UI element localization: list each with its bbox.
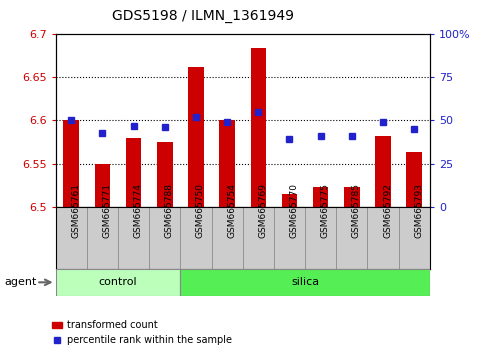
Text: GSM665792: GSM665792 xyxy=(383,183,392,238)
Text: GSM665754: GSM665754 xyxy=(227,183,236,238)
Text: GSM665769: GSM665769 xyxy=(258,183,267,238)
Text: GSM665793: GSM665793 xyxy=(414,183,423,238)
Bar xyxy=(242,207,274,269)
Bar xyxy=(398,207,430,269)
Bar xyxy=(219,120,235,207)
Bar xyxy=(212,207,242,269)
Bar xyxy=(188,67,204,207)
Legend: transformed count, percentile rank within the sample: transformed count, percentile rank withi… xyxy=(48,316,236,349)
Bar xyxy=(126,138,142,207)
Bar xyxy=(118,207,149,269)
Bar xyxy=(305,207,336,269)
Text: GSM665761: GSM665761 xyxy=(71,183,80,238)
Text: control: control xyxy=(99,277,137,287)
Bar xyxy=(336,207,368,269)
Bar xyxy=(180,269,430,296)
Bar xyxy=(313,187,328,207)
Bar xyxy=(56,207,87,269)
Bar xyxy=(149,207,180,269)
Bar xyxy=(180,207,212,269)
Text: silica: silica xyxy=(291,277,319,287)
Bar xyxy=(375,136,391,207)
Bar xyxy=(251,48,266,207)
Bar xyxy=(368,207,398,269)
Bar xyxy=(407,153,422,207)
Bar xyxy=(157,142,172,207)
Bar xyxy=(282,194,298,207)
Bar xyxy=(274,207,305,269)
Text: GSM665774: GSM665774 xyxy=(133,183,142,238)
Text: GSM665771: GSM665771 xyxy=(102,183,112,238)
Text: GSM665770: GSM665770 xyxy=(289,183,298,238)
Bar xyxy=(63,120,79,207)
Bar xyxy=(95,164,110,207)
Text: GSM665788: GSM665788 xyxy=(165,183,174,238)
Text: GSM665775: GSM665775 xyxy=(321,183,330,238)
Bar xyxy=(87,207,118,269)
Text: GDS5198 / ILMN_1361949: GDS5198 / ILMN_1361949 xyxy=(112,9,294,23)
Text: GSM665750: GSM665750 xyxy=(196,183,205,238)
Text: agent: agent xyxy=(5,278,37,287)
Bar xyxy=(56,269,180,296)
Bar xyxy=(344,187,360,207)
Text: GSM665785: GSM665785 xyxy=(352,183,361,238)
